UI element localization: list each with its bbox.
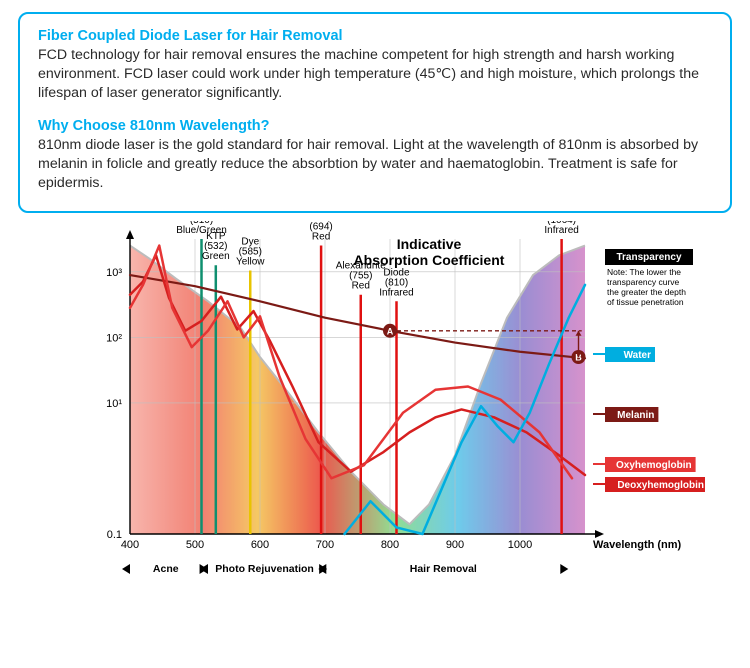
svg-text:Infrared: Infrared: [544, 225, 578, 236]
svg-text:10²: 10²: [106, 332, 122, 344]
para-fcd: FCD technology for hair removal ensures …: [38, 46, 712, 104]
svg-text:Melanin: Melanin: [617, 410, 654, 421]
svg-text:500: 500: [186, 539, 204, 551]
info-box: Fiber Coupled Diode Laser for Hair Remov…: [18, 12, 732, 213]
svg-text:A: A: [387, 326, 394, 336]
svg-text:the greater the depth: the greater the depth: [607, 287, 686, 297]
svg-text:400: 400: [121, 539, 139, 551]
para-810: 810nm diode laser is the gold standard f…: [38, 136, 712, 194]
svg-text:1000: 1000: [508, 539, 532, 551]
svg-text:Yellow: Yellow: [236, 256, 265, 267]
svg-text:Transparency: Transparency: [616, 252, 681, 263]
svg-text:Hair Removal: Hair Removal: [410, 563, 477, 575]
svg-text:0.1: 0.1: [107, 529, 122, 541]
svg-text:Water: Water: [624, 350, 652, 361]
absorption-chart: 0.1 10¹ 10² 10³ 400 500 600 700 800 900 1000 Wavele…: [45, 221, 705, 591]
svg-text:Note: The lower the: Note: The lower the: [607, 267, 681, 277]
svg-text:Red: Red: [352, 281, 370, 292]
svg-text:10¹: 10¹: [106, 398, 122, 410]
svg-text:700: 700: [316, 539, 334, 551]
svg-text:Acne: Acne: [153, 563, 179, 575]
svg-text:Deoxyhemoglobin: Deoxyhemoglobin: [617, 480, 704, 491]
heading-fcd: Fiber Coupled Diode Laser for Hair Remov…: [38, 28, 712, 44]
svg-text:10³: 10³: [106, 267, 122, 279]
svg-text:of tissue penetration: of tissue penetration: [607, 297, 684, 307]
svg-text:900: 900: [446, 539, 464, 551]
svg-text:600: 600: [251, 539, 269, 551]
svg-text:transparency curve: transparency curve: [607, 277, 680, 287]
svg-text:Green: Green: [202, 251, 230, 262]
svg-text:800: 800: [381, 539, 399, 551]
svg-text:Oxyhemoglobin: Oxyhemoglobin: [616, 460, 692, 471]
svg-text:Red: Red: [312, 232, 330, 243]
svg-text:Photo Rejuvenation: Photo Rejuvenation: [215, 563, 314, 575]
svg-text:Infrared: Infrared: [379, 287, 413, 298]
heading-810: Why Choose 810nm Wavelength?: [38, 118, 712, 134]
svg-text:Wavelength (nm): Wavelength (nm): [593, 539, 682, 551]
svg-text:Indicative: Indicative: [397, 236, 462, 252]
